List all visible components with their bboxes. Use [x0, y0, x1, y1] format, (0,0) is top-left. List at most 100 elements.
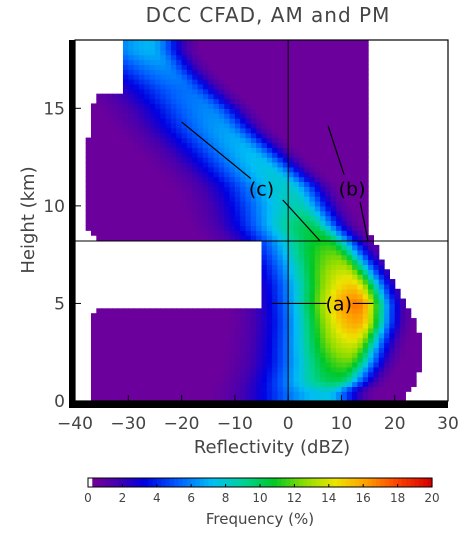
heatmap-cell	[288, 308, 295, 314]
heatmap-cell	[400, 313, 406, 319]
heatmap-cell	[272, 74, 279, 80]
heatmap-cell	[90, 108, 97, 114]
heatmap-cell	[154, 59, 161, 65]
heatmap-cell	[293, 210, 300, 217]
heatmap-cell	[325, 391, 332, 397]
heatmap-cell	[304, 69, 311, 75]
heatmap-cell	[106, 166, 113, 173]
heatmap-cell	[197, 220, 204, 226]
heatmap-cell	[240, 59, 247, 65]
heatmap-cell	[298, 157, 305, 163]
heatmap-cell	[133, 176, 140, 183]
heatmap-cell	[293, 127, 300, 134]
heatmap-cell	[330, 142, 337, 148]
heatmap-cell	[266, 40, 273, 46]
heatmap-cell	[288, 347, 295, 353]
heatmap-cell	[250, 196, 257, 202]
heatmap-cell	[384, 366, 390, 373]
heatmap-cell	[197, 98, 204, 105]
heatmap-cell	[165, 205, 172, 212]
heatmap-cell	[293, 318, 300, 324]
heatmap-cell	[261, 127, 268, 134]
heatmap-cell	[154, 191, 161, 197]
heatmap-cell	[400, 318, 406, 324]
heatmap-cell	[256, 161, 263, 168]
heatmap-cell	[298, 279, 305, 285]
heatmap-cell	[277, 288, 284, 295]
heatmap-cell	[202, 108, 209, 114]
heatmap-cell	[272, 322, 279, 329]
heatmap-cell	[304, 293, 311, 300]
heatmap-cell	[85, 171, 92, 178]
heatmap-cell	[298, 88, 305, 95]
heatmap-cell	[389, 327, 396, 334]
heatmap-cell	[266, 127, 273, 134]
heatmap-cell	[373, 361, 380, 368]
heatmap-cell	[304, 230, 311, 236]
heatmap-cell	[96, 127, 103, 134]
heatmap-cell	[266, 322, 273, 329]
heatmap-cell	[213, 357, 220, 363]
heatmap-cell	[293, 298, 300, 305]
heatmap-cell	[224, 391, 231, 397]
heatmap-cell	[96, 142, 103, 148]
heatmap-cell	[261, 293, 268, 300]
heatmap-cell	[138, 152, 145, 158]
heatmap-cell	[293, 279, 300, 285]
heatmap-cell	[106, 200, 113, 207]
heatmap-cell	[133, 83, 140, 90]
heatmap-cell	[298, 220, 305, 226]
heatmap-cell	[133, 371, 140, 378]
heatmap-cell	[341, 40, 348, 46]
heatmap-cell	[208, 381, 215, 387]
heatmap-cell	[112, 113, 119, 119]
heatmap-cell	[144, 157, 151, 163]
heatmap-cell	[154, 113, 161, 119]
heatmap-cell	[181, 74, 188, 80]
heatmap-cell	[304, 152, 311, 158]
heatmap-cell	[325, 49, 332, 56]
heatmap-cell	[304, 332, 311, 339]
heatmap-cell	[106, 113, 113, 119]
heatmap-cell	[304, 361, 311, 368]
heatmap-cell	[352, 157, 359, 163]
heatmap-cell	[112, 147, 119, 153]
heatmap-cell	[133, 161, 140, 168]
heatmap-cell	[394, 303, 401, 309]
heatmap-cell	[165, 186, 172, 192]
heatmap-cell	[154, 205, 161, 212]
heatmap-cell	[208, 152, 215, 158]
heatmap-cell	[85, 186, 92, 192]
heatmap-cell	[298, 147, 305, 153]
heatmap-cell	[85, 147, 92, 153]
heatmap-cell	[282, 322, 289, 329]
heatmap-cell	[154, 332, 161, 339]
heatmap-cell	[128, 79, 135, 85]
heatmap-cell	[320, 318, 327, 324]
heatmap-cell	[165, 196, 172, 202]
heatmap-cell	[277, 132, 284, 139]
heatmap-cell	[160, 327, 167, 334]
heatmap-cell	[117, 352, 124, 358]
heatmap-cell	[277, 298, 284, 305]
heatmap-cell	[85, 205, 92, 212]
heatmap-cell	[341, 269, 348, 275]
heatmap-cell	[213, 40, 220, 46]
heatmap-cell	[245, 313, 252, 319]
heatmap-cell	[320, 147, 327, 153]
heatmap-cell	[309, 171, 316, 178]
heatmap-cell	[362, 337, 369, 344]
heatmap-cell	[240, 396, 247, 402]
heatmap-cell	[336, 318, 343, 324]
heatmap-cell	[405, 342, 412, 348]
heatmap-cell	[96, 210, 103, 217]
heatmap-cell	[293, 118, 300, 124]
heatmap-cell	[304, 220, 311, 226]
heatmap-cell	[234, 386, 241, 392]
heatmap-cell	[165, 396, 172, 402]
heatmap-cell	[224, 74, 231, 80]
heatmap-cell	[208, 391, 215, 397]
heatmap-cell	[282, 396, 289, 402]
heatmap-cell	[341, 137, 348, 144]
heatmap-cell	[133, 322, 140, 329]
